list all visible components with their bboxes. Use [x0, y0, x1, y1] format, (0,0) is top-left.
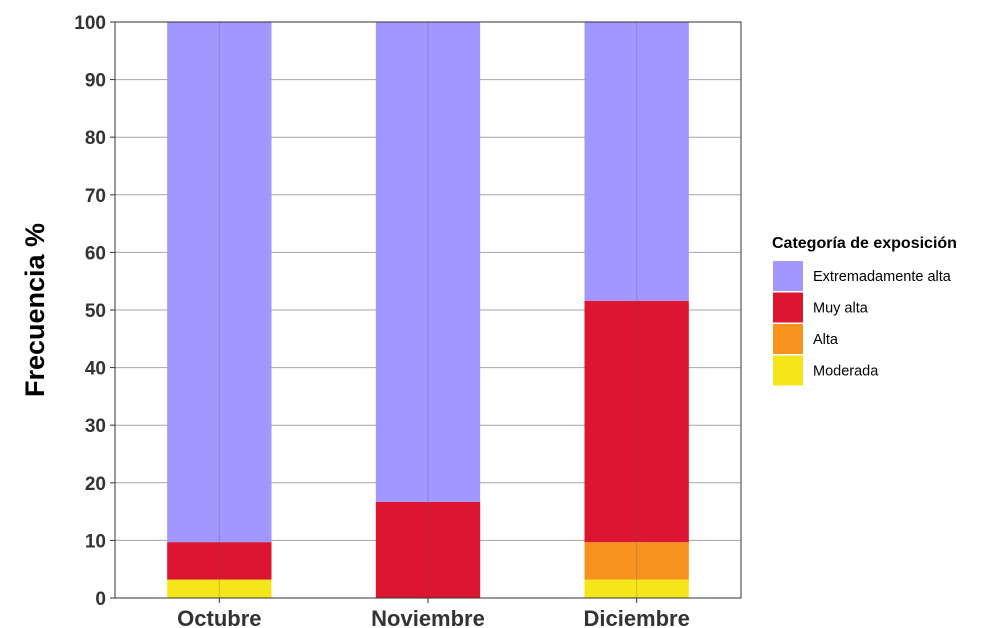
legend-label: Alta [813, 332, 839, 348]
y-tick-label: 90 [85, 71, 106, 92]
bar-segment-muy-alta [167, 542, 272, 580]
bar-segment-moderada [584, 579, 689, 598]
legend: Extremadamente alta Muy alta Alta Moderada [773, 261, 952, 386]
y-tick-label: 50 [85, 301, 106, 322]
y-tick-label: 40 [85, 359, 106, 380]
y-tick-label: 100 [74, 13, 106, 34]
bars [167, 22, 689, 598]
x-axis-ticks: Octubre Noviembre Diciembre [177, 598, 690, 628]
y-axis-ticks: 0 10 20 30 40 50 60 70 80 90 100 [74, 13, 115, 610]
legend-swatch [773, 355, 803, 386]
y-tick-label: 0 [95, 589, 106, 610]
x-tick-label: Diciembre [583, 606, 689, 628]
y-tick-label: 60 [85, 243, 106, 264]
bar-segment-extremadamente-alta [584, 22, 689, 301]
x-tick-label: Noviembre [371, 606, 485, 628]
y-tick-label: 10 [85, 531, 106, 552]
y-axis-title: Frecuencia % [20, 223, 50, 397]
vertical-gridlines [218, 22, 638, 598]
legend-swatch [773, 292, 803, 323]
legend-title: Categoría de exposición [772, 235, 957, 252]
y-tick-label: 20 [85, 474, 106, 495]
x-tick-label: Octubre [177, 606, 261, 628]
bar-segment-extremadamente-alta [375, 22, 481, 502]
legend-label: Extremadamente alta [813, 269, 952, 285]
bar-segment-muy-alta [584, 300, 689, 543]
legend-label: Moderada [813, 364, 879, 380]
bar-segment-extremadamente-alta [167, 22, 272, 543]
bar-segment-moderada [167, 579, 272, 598]
y-tick-label: 80 [85, 128, 106, 149]
legend-swatch [773, 324, 803, 354]
bar-segment-alta [584, 542, 689, 580]
y-tick-label: 30 [85, 416, 106, 437]
bar-segment-muy-alta [375, 501, 481, 598]
legend-label: Muy alta [813, 301, 869, 317]
y-tick-label: 70 [85, 186, 106, 207]
legend-swatch [773, 261, 803, 291]
